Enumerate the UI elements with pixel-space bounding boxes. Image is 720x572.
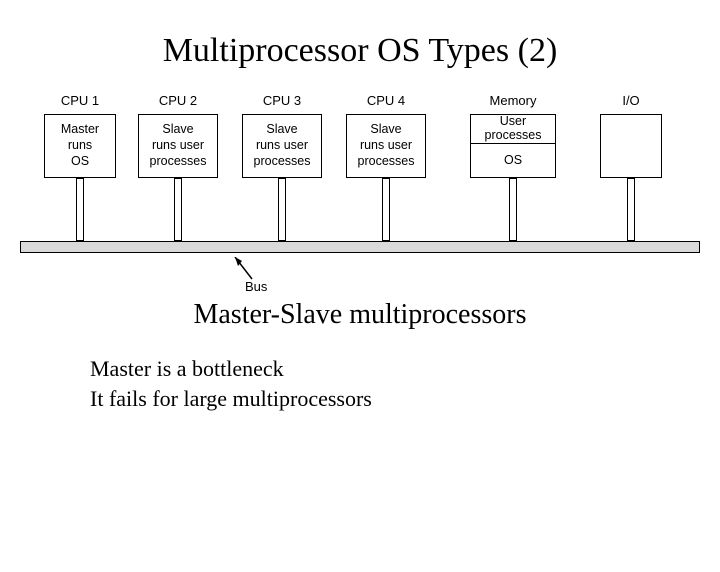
unit-cpu1-label: CPU 1: [44, 93, 116, 108]
cpu4-line3: processes: [358, 154, 415, 170]
cpu2-line2: runs user: [152, 138, 204, 154]
connector-memory: [509, 178, 517, 241]
connector-cpu1: [76, 178, 84, 241]
cpu2-line1: Slave: [162, 122, 193, 138]
unit-cpu4: CPU 4 Slave runs user processes: [346, 93, 426, 178]
cpu1-line3: OS: [71, 154, 89, 170]
unit-io-label: I/O: [600, 93, 662, 108]
unit-cpu1-box: Master runs OS: [44, 114, 116, 178]
body-line-1: Master is a bottleneck: [90, 354, 720, 384]
memory-top: User processes: [471, 115, 555, 144]
page-title: Multiprocessor OS Types (2): [0, 32, 720, 70]
connector-io: [627, 178, 635, 241]
bus-bar: [20, 241, 700, 253]
architecture-diagram: CPU 1 Master runs OS CPU 2 Slave runs us…: [20, 93, 700, 293]
unit-io-box: [600, 114, 662, 178]
cpu4-line2: runs user: [360, 138, 412, 154]
connector-cpu4: [382, 178, 390, 241]
unit-cpu4-label: CPU 4: [346, 93, 426, 108]
body-text: Master is a bottleneck It fails for larg…: [90, 354, 720, 413]
cpu1-line1: Master: [61, 122, 99, 138]
body-line-2: It fails for large multiprocessors: [90, 384, 720, 414]
unit-cpu2: CPU 2 Slave runs user processes: [138, 93, 218, 178]
cpu1-line2: runs: [68, 138, 92, 154]
unit-cpu1: CPU 1 Master runs OS: [44, 93, 116, 178]
cpu3-line1: Slave: [266, 122, 297, 138]
unit-memory: Memory User processes OS: [470, 93, 556, 178]
memory-bottom: OS: [471, 144, 555, 176]
unit-memory-box: User processes OS: [470, 114, 556, 178]
unit-cpu2-label: CPU 2: [138, 93, 218, 108]
unit-cpu3: CPU 3 Slave runs user processes: [242, 93, 322, 178]
subtitle: Master-Slave multiprocessors: [0, 299, 720, 331]
unit-io: I/O: [600, 93, 662, 178]
connector-cpu3: [278, 178, 286, 241]
connector-cpu2: [174, 178, 182, 241]
bus-label: Bus: [245, 279, 267, 294]
unit-cpu3-label: CPU 3: [242, 93, 322, 108]
unit-memory-label: Memory: [470, 93, 556, 108]
unit-cpu3-box: Slave runs user processes: [242, 114, 322, 178]
unit-cpu4-box: Slave runs user processes: [346, 114, 426, 178]
cpu2-line3: processes: [150, 154, 207, 170]
cpu3-line2: runs user: [256, 138, 308, 154]
unit-cpu2-box: Slave runs user processes: [138, 114, 218, 178]
cpu3-line3: processes: [254, 154, 311, 170]
cpu4-line1: Slave: [370, 122, 401, 138]
